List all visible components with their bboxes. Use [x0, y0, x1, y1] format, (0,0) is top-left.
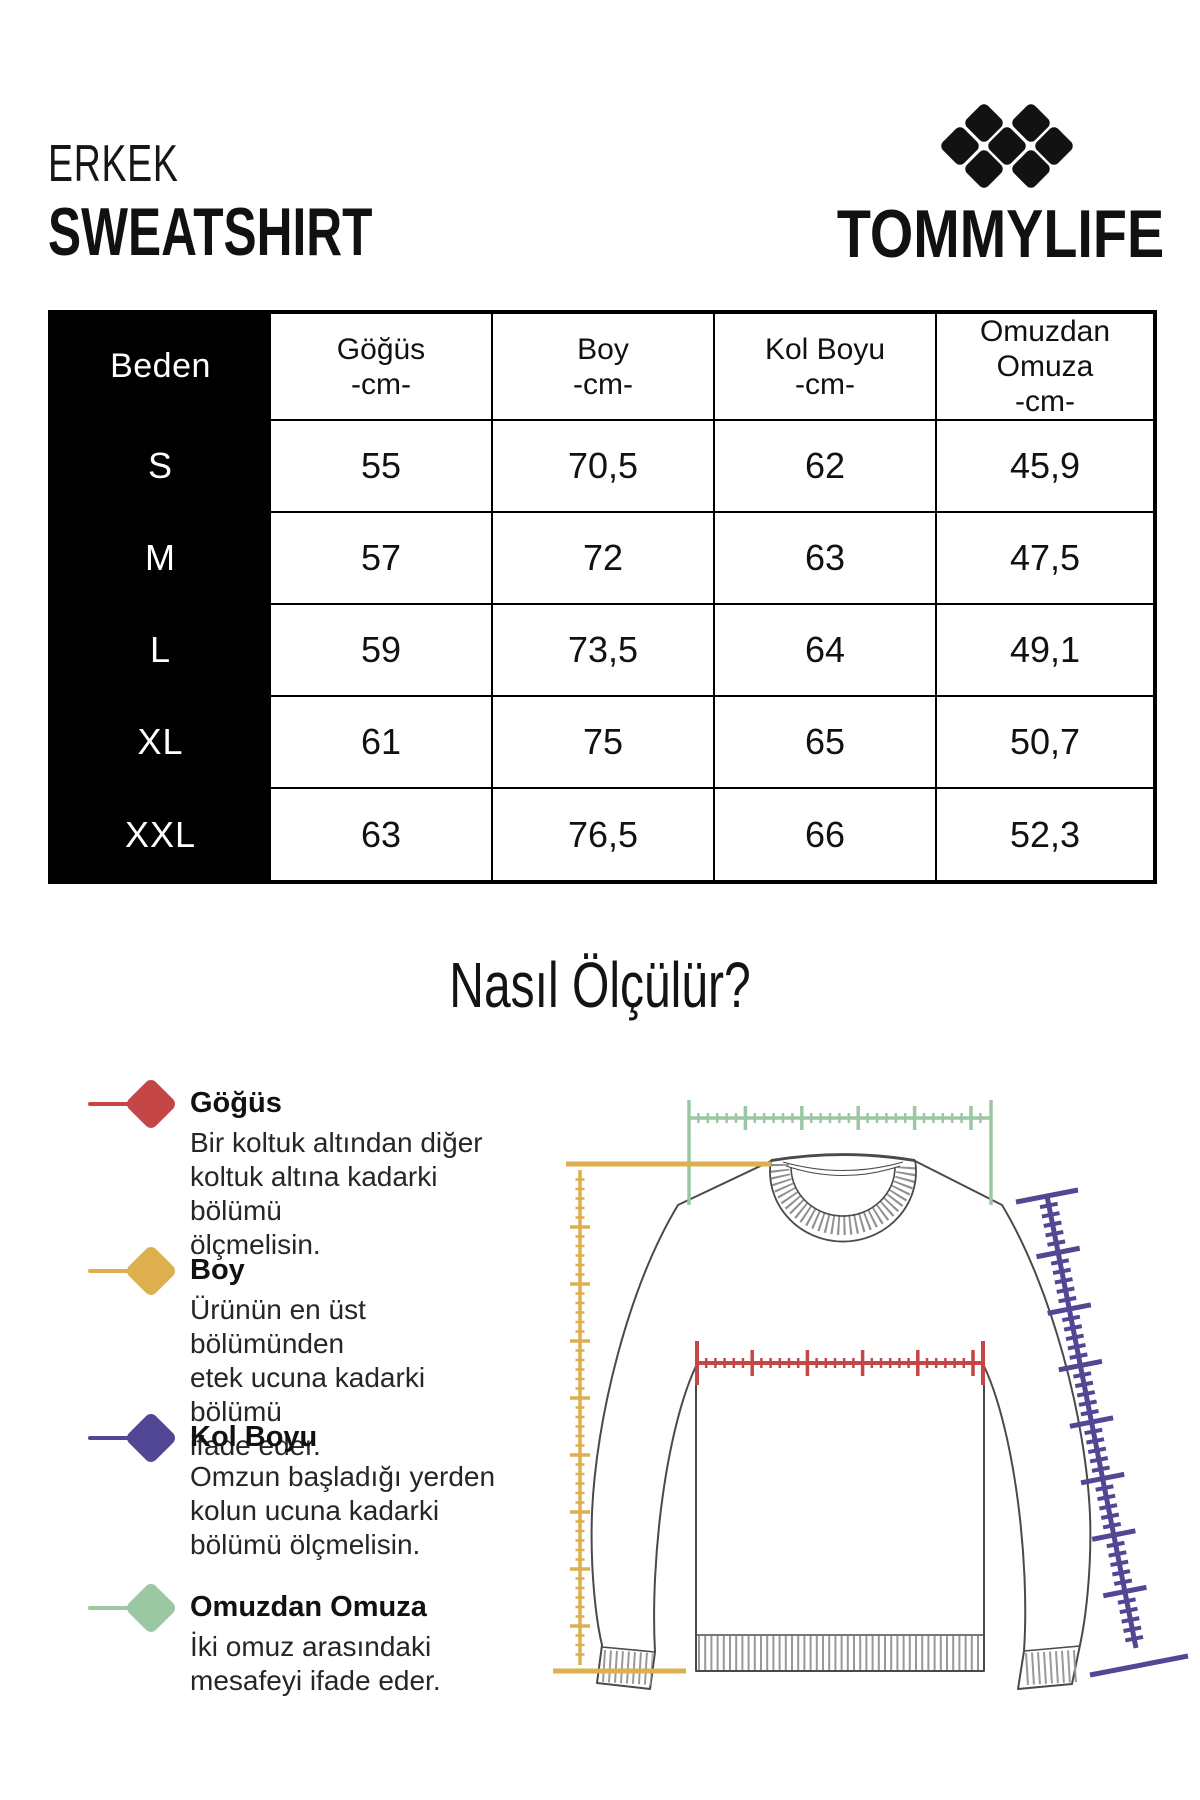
right-cuff-seam	[1023, 1645, 1081, 1652]
collar-outer-edge	[769, 1159, 917, 1243]
chest-diamond-icon	[88, 1077, 198, 1131]
col-header-kol-boyu: Kol Boyu -cm-	[714, 313, 936, 420]
legend-item-gogus: Göğüs Bir koltuk altından diğer koltuk a…	[88, 1077, 518, 1262]
tommylife-logo-icon	[941, 104, 1073, 188]
table-value: 64	[714, 604, 936, 697]
table-value: 55	[270, 420, 492, 512]
length-diamond-icon	[88, 1244, 198, 1298]
product-type-title: SWEATSHIRT	[48, 194, 373, 270]
sleeve-ruler	[1015, 1187, 1189, 1678]
shoulder-diamond-icon	[88, 1581, 198, 1635]
category-title: ERKEK	[48, 135, 179, 193]
table-value: 65	[714, 696, 936, 789]
table-value: 62	[714, 420, 936, 512]
table-value: 59	[270, 604, 492, 697]
size-label-m: M	[51, 512, 270, 604]
left-cuff-ribbing	[602, 1650, 653, 1685]
table-value: 49,1	[936, 604, 1154, 697]
table-value: 45,9	[936, 420, 1154, 512]
table-value: 50,7	[936, 696, 1154, 789]
left-cuff-seam	[601, 1646, 656, 1653]
legend-item-boy: Boy Ürünün en üst bölümünden etek ucuna …	[88, 1244, 518, 1463]
length-ruler	[553, 1161, 771, 1674]
table-value: 57	[270, 512, 492, 604]
product-heading: ERKEK SWEATSHIRT	[48, 138, 493, 266]
col-header-boy: Boy -cm-	[492, 313, 714, 420]
table-value: 73,5	[492, 604, 714, 697]
col-header-omuzdan-omuza: Omuzdan Omuza -cm-	[936, 313, 1154, 420]
brand-wordmark: TOMMYLIFE	[836, 196, 1164, 272]
legend-item-omuzdan-omuza: Omuzdan Omuza İki omuz arasındaki mesafe…	[88, 1581, 518, 1698]
table-value: 63	[270, 788, 492, 881]
how-to-measure-title: Nasıl Ölçülür?	[449, 949, 751, 1021]
table-value: 70,5	[492, 420, 714, 512]
back-neck-seam-2	[785, 1165, 901, 1176]
legend-item-kol-boyu: Kol Boyu Omzun başladığı yerden kolun uc…	[88, 1411, 518, 1562]
table-value: 66	[714, 788, 936, 881]
table-value: 75	[492, 696, 714, 789]
table-value: 61	[270, 696, 492, 789]
size-label-l: L	[51, 604, 270, 697]
back-neck-seam-1	[782, 1161, 904, 1172]
collar-ribbing	[769, 1163, 917, 1235]
sweatshirt-outline	[590, 1154, 1092, 1690]
size-table: Beden Göğüs -cm- Boy -cm- Kol Boyu -cm- …	[48, 310, 1157, 884]
right-cuff-ribbing	[1025, 1650, 1077, 1685]
table-value: 47,5	[936, 512, 1154, 604]
chest-ruler	[695, 1341, 985, 1385]
table-value: 76,5	[492, 788, 714, 881]
table-value: 52,3	[936, 788, 1154, 881]
shoulder-ruler	[687, 1100, 993, 1205]
size-label-xl: XL	[51, 696, 270, 789]
size-label-s: S	[51, 420, 270, 512]
size-label-xxl: XXL	[51, 788, 270, 881]
collar-inner-edge	[790, 1166, 896, 1217]
table-value: 63	[714, 512, 936, 604]
col-header-gogus: Göğüs -cm-	[270, 313, 492, 420]
size-table-corner: Beden	[51, 313, 270, 420]
sleeve-diamond-icon	[88, 1411, 198, 1465]
table-value: 72	[492, 512, 714, 604]
collar-top-edge	[770, 1153, 916, 1161]
